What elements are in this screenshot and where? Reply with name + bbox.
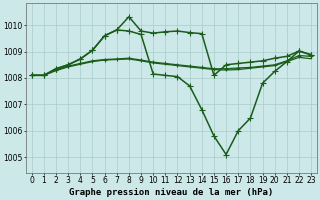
X-axis label: Graphe pression niveau de la mer (hPa): Graphe pression niveau de la mer (hPa) [69,188,274,197]
